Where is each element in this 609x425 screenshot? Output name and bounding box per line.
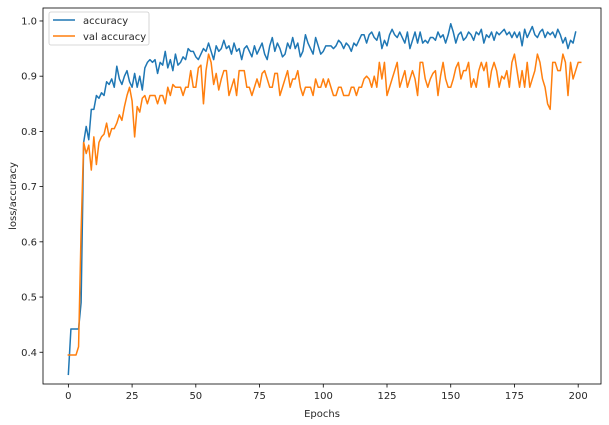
legend: accuracy val accuracy [48,11,150,46]
x-tick-label: 125 [377,391,396,402]
x-tick-label: 200 [569,391,588,402]
x-axis-title: Epochs [304,409,340,420]
x-axis: 0 25 50 75 100 125 150 175 200 [65,384,588,402]
y-tick-label: 0.4 [21,348,37,359]
x-tick-label: 75 [253,391,266,402]
y-axis: 0.4 0.5 0.6 0.7 0.8 0.9 1.0 [21,16,43,359]
legend-label-accuracy: accuracy [83,16,128,27]
x-tick-label: 25 [126,391,139,402]
y-tick-label: 1.0 [21,16,37,27]
legend-label-val-accuracy: val accuracy [83,32,146,43]
series-layer [67,22,582,376]
series-line-accuracy [67,22,577,376]
x-tick-label: 100 [314,391,333,402]
y-tick-label: 0.8 [21,127,37,138]
y-tick-label: 0.6 [21,237,37,248]
x-tick-label: 175 [505,391,524,402]
x-tick-label: 150 [441,391,460,402]
series-line-val-accuracy [67,53,582,356]
y-tick-label: 0.9 [21,72,37,83]
y-tick-label: 0.5 [21,293,37,304]
plot-frame [42,7,602,385]
y-axis-title: loss/accuracy [8,162,19,230]
y-tick-label: 0.7 [21,182,37,193]
x-tick-label: 0 [65,391,71,402]
x-tick-label: 50 [189,391,202,402]
